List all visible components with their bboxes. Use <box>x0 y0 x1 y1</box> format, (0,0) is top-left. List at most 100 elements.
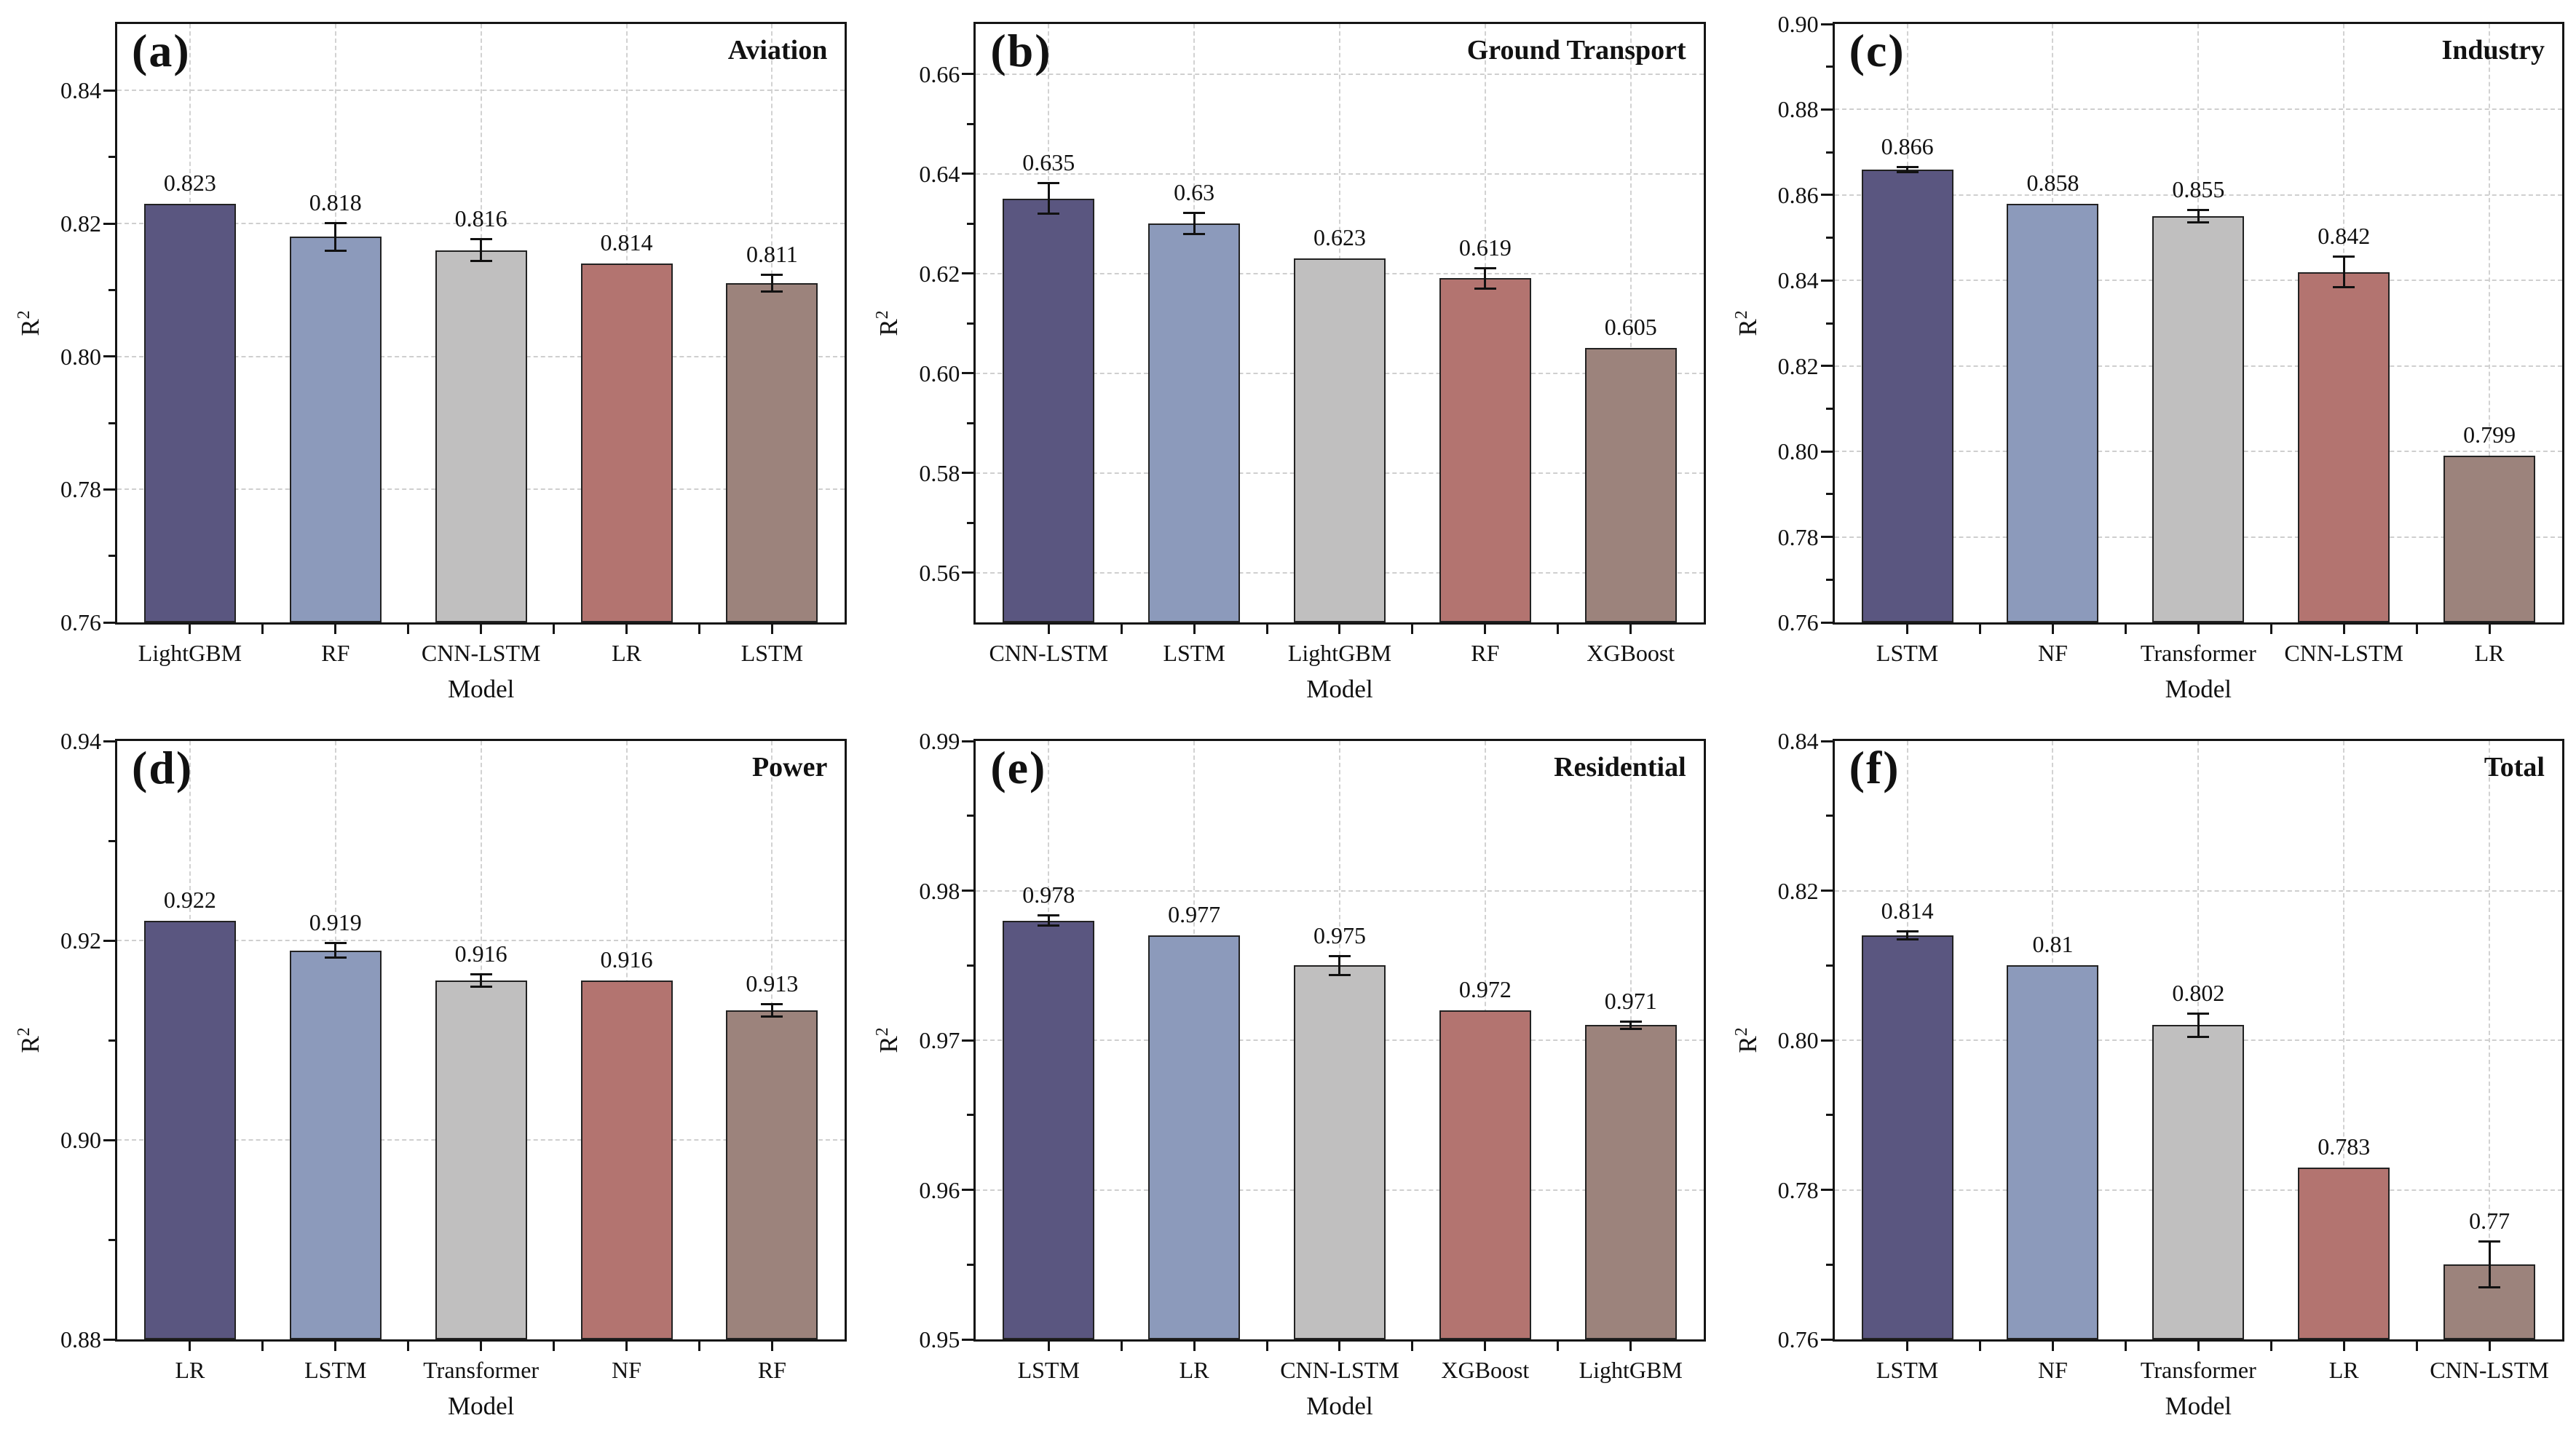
panel-title: Aviation <box>727 35 828 66</box>
bar <box>289 237 382 622</box>
y-major-tick <box>1820 890 1833 892</box>
y-tick-label: 0.88 <box>1777 96 1819 123</box>
y-minor-tick <box>967 1114 974 1117</box>
bar <box>1003 920 1095 1339</box>
x-axis-title: Model <box>1306 675 1373 703</box>
error-bar-cap <box>1474 288 1496 290</box>
x-category-label: LSTM <box>1017 1357 1080 1383</box>
y-major-tick <box>103 740 115 742</box>
y-minor-tick <box>108 421 115 424</box>
x-tick <box>1047 622 1050 634</box>
error-bar-cap <box>2187 209 2210 211</box>
error-bar <box>1906 167 1909 172</box>
error-bar-cap <box>1038 924 1060 927</box>
y-tick-label: 0.84 <box>60 77 101 104</box>
bar-value-label: 0.635 <box>1022 149 1075 176</box>
gridline-v <box>1629 24 1632 622</box>
y-axis-title-sup: 2 <box>15 310 34 320</box>
x-boundary-tick <box>1557 622 1560 634</box>
bar-value-label: 0.922 <box>163 886 216 913</box>
y-major-tick <box>1820 536 1833 539</box>
y-major-tick <box>962 890 974 892</box>
bar-value-label: 0.783 <box>2318 1133 2371 1160</box>
y-tick-label: 0.62 <box>919 260 960 287</box>
error-bar-cap <box>761 290 783 293</box>
y-tick-label: 0.95 <box>919 1326 960 1352</box>
y-major-tick <box>1820 279 1833 282</box>
y-axis-title-base: R <box>874 1036 904 1053</box>
x-tick <box>1193 1339 1196 1351</box>
error-bar-cap <box>324 249 347 252</box>
bar-value-label: 0.816 <box>454 205 507 231</box>
error-bar-cap <box>2333 255 2355 258</box>
y-tick-label: 0.90 <box>60 1127 101 1154</box>
error-bar <box>2197 210 2200 223</box>
y-minor-tick <box>1825 237 1833 239</box>
y-minor-tick <box>1825 151 1833 154</box>
bar <box>1584 1025 1677 1339</box>
y-tick-label: 0.82 <box>1777 352 1819 379</box>
y-minor-tick <box>967 1263 974 1266</box>
x-category-label: LSTM <box>1876 1357 1939 1383</box>
bar-value-label: 0.81 <box>2032 931 2074 958</box>
bar-value-label: 0.619 <box>1458 234 1512 261</box>
bar <box>1293 258 1386 622</box>
y-minor-tick <box>1825 1114 1833 1117</box>
y-minor-tick <box>1825 578 1833 581</box>
y-tick-label: 0.98 <box>919 877 960 904</box>
y-minor-tick <box>967 322 974 325</box>
bar <box>580 980 673 1339</box>
y-tick-label: 0.94 <box>60 728 101 754</box>
panel-title: Total <box>2484 752 2545 783</box>
error-bar <box>1047 183 1050 214</box>
y-major-tick <box>962 571 974 574</box>
panel-letter: (f) <box>1849 742 1900 793</box>
x-tick <box>1338 1339 1341 1351</box>
bar <box>1584 348 1677 622</box>
chart-panel: 0.76 0.78 0.80 0.82 0.84 0.814 LSTM 0.81 NF 0.802… <box>1718 717 2576 1434</box>
error-bar-cap <box>1474 266 1496 269</box>
y-tick-label: 0.56 <box>919 559 960 586</box>
x-boundary-tick <box>2415 622 2418 634</box>
bar-value-label: 0.916 <box>454 940 507 967</box>
x-tick <box>1906 622 1909 634</box>
panel-letter: (a) <box>132 25 191 76</box>
y-minor-tick <box>967 964 974 967</box>
plot-area: 0.95 0.96 0.97 0.98 0.99 0.978 LSTM 0.977 LR 0.97… <box>874 729 1706 1420</box>
chart-panel: 0.56 0.58 0.60 0.62 0.64 0.66 0.635 CNN-LSTM 0.6… <box>858 0 1717 717</box>
error-bar-cap <box>1328 954 1351 957</box>
error-bar-cap <box>1038 182 1060 185</box>
x-tick <box>2197 1339 2200 1351</box>
x-tick <box>2342 1339 2345 1351</box>
y-major-tick <box>1820 108 1833 111</box>
bar <box>1003 198 1095 622</box>
bar-value-label: 0.855 <box>2172 176 2225 202</box>
y-minor-tick <box>108 839 115 842</box>
chart-panel: 0.76 0.78 0.80 0.82 0.84 0.86 0.88 0.90 0.866 LST… <box>1718 0 2576 717</box>
x-category-label: LR <box>2474 640 2505 666</box>
bar <box>1439 1010 1531 1339</box>
plot-area: 0.88 0.90 0.92 0.94 0.922 LR 0.919 LSTM 0.916 Tra… <box>15 729 848 1420</box>
panel-letter: (c) <box>1849 25 1905 76</box>
y-major-tick <box>103 1338 115 1341</box>
x-tick <box>1193 622 1196 634</box>
y-major-tick <box>1820 740 1833 742</box>
x-category-label: LSTM <box>740 640 804 666</box>
y-major-tick <box>1820 1338 1833 1341</box>
bar <box>289 950 382 1339</box>
x-boundary-tick <box>2415 1339 2418 1351</box>
y-tick-label: 0.78 <box>60 476 101 503</box>
bar-value-label: 0.977 <box>1168 901 1221 928</box>
error-bar-cap <box>470 972 492 975</box>
error-bar <box>480 974 483 987</box>
y-tick-label: 0.80 <box>1777 1027 1819 1053</box>
error-bar-cap <box>1183 232 1206 235</box>
y-minor-tick <box>1825 1263 1833 1266</box>
x-boundary-tick <box>1557 1339 1560 1351</box>
y-axis-title-sup: 2 <box>1731 1027 1751 1037</box>
error-bar <box>1629 1022 1632 1029</box>
y-major-tick <box>962 1338 974 1341</box>
y-minor-tick <box>1825 66 1833 68</box>
bar-value-label: 0.823 <box>163 169 216 196</box>
